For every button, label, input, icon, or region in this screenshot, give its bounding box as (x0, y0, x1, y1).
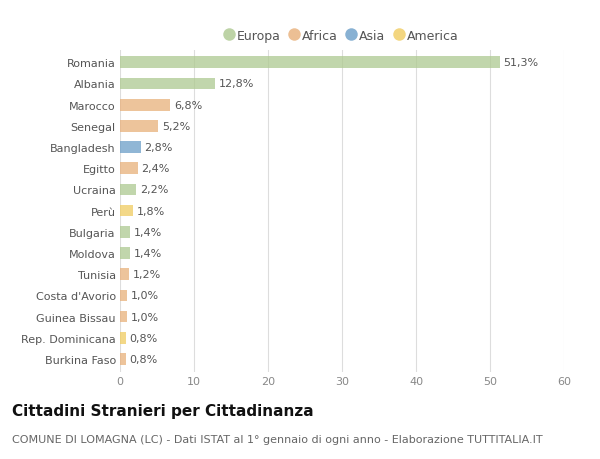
Bar (120, 163, 138, 175)
Text: 1,2%: 1,2% (133, 269, 161, 280)
Text: 51,3%: 51,3% (503, 58, 538, 68)
Bar (120, 226, 130, 238)
Bar (120, 332, 126, 344)
Text: 1,8%: 1,8% (137, 206, 165, 216)
Text: 5,2%: 5,2% (162, 122, 190, 132)
Bar (120, 184, 136, 196)
Text: COMUNE DI LOMAGNA (LC) - Dati ISTAT al 1° gennaio di ogni anno - Elaborazione TU: COMUNE DI LOMAGNA (LC) - Dati ISTAT al 1… (12, 434, 542, 443)
Bar (120, 121, 158, 132)
Bar (120, 247, 130, 259)
Bar (120, 142, 141, 154)
Bar (120, 311, 127, 323)
Text: Cittadini Stranieri per Cittadinanza: Cittadini Stranieri per Cittadinanza (12, 403, 314, 419)
Bar (120, 269, 129, 280)
Legend: Europa, Africa, Asia, America: Europa, Africa, Asia, America (221, 25, 463, 48)
Text: 1,4%: 1,4% (134, 248, 163, 258)
Text: 2,4%: 2,4% (142, 164, 170, 174)
Text: 12,8%: 12,8% (218, 79, 254, 90)
Bar (120, 100, 170, 111)
Bar (120, 57, 500, 69)
Text: 2,2%: 2,2% (140, 185, 169, 195)
Text: 1,0%: 1,0% (131, 291, 159, 301)
Bar (120, 353, 126, 365)
Text: 0,8%: 0,8% (130, 333, 158, 343)
Text: 0,8%: 0,8% (130, 354, 158, 364)
Text: 2,8%: 2,8% (145, 143, 173, 153)
Text: 1,0%: 1,0% (131, 312, 159, 322)
Text: 6,8%: 6,8% (174, 101, 202, 111)
Bar (120, 290, 127, 302)
Text: 1,4%: 1,4% (134, 227, 163, 237)
Bar (120, 205, 133, 217)
Bar (120, 78, 215, 90)
